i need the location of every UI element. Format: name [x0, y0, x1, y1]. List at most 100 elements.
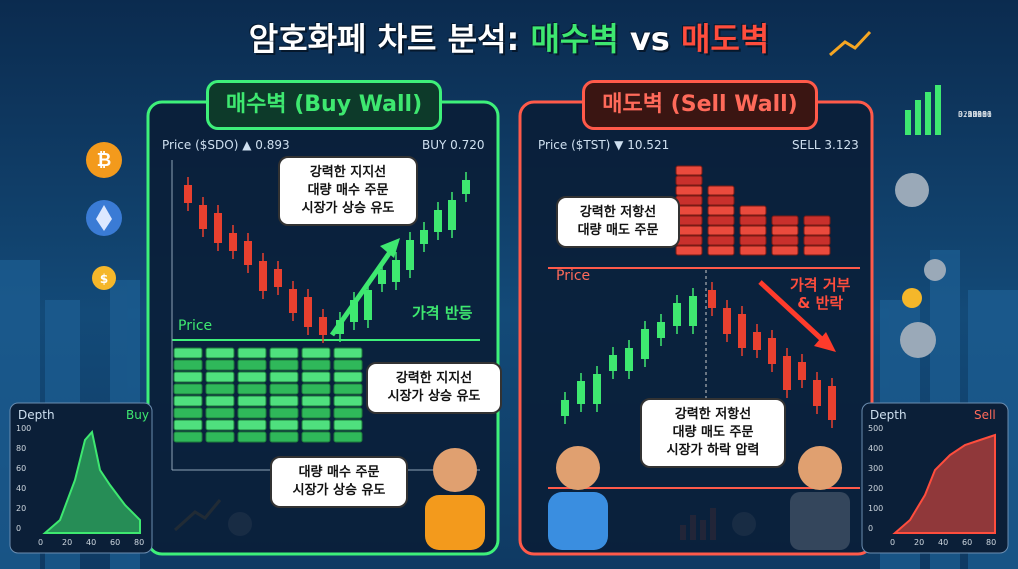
x-tick-label: 0	[38, 538, 44, 547]
cash	[739, 245, 767, 256]
title: 암호화페 차트 분석: 매수벽 vs 매도벽	[0, 14, 1018, 60]
cash	[707, 195, 735, 206]
svg-text:₿: ₿	[97, 150, 112, 171]
cash	[301, 431, 331, 443]
cash	[739, 225, 767, 236]
candle	[274, 269, 282, 287]
text: 시장가 상승 유도	[292, 483, 386, 498]
cash	[675, 185, 703, 196]
cash	[771, 235, 799, 246]
cash	[205, 419, 235, 431]
svg-text:$: $	[100, 272, 108, 286]
text: 대량 매수 주문	[298, 465, 380, 480]
cash	[205, 359, 235, 371]
candle	[184, 185, 192, 203]
candle	[420, 230, 428, 244]
buy-depth-title: Depth	[18, 408, 55, 422]
cash	[333, 383, 363, 395]
cash	[173, 407, 203, 419]
text: 가격 거부	[790, 276, 851, 294]
candle	[304, 297, 312, 327]
cash	[803, 245, 831, 256]
text: 강력한 지지선	[395, 371, 473, 386]
cash	[333, 407, 363, 419]
candle	[244, 241, 252, 265]
cash	[333, 371, 363, 383]
cash	[237, 395, 267, 407]
cash	[173, 395, 203, 407]
y-tick-label: 400	[868, 444, 884, 453]
cash	[205, 347, 235, 359]
ticker-value: 3:10001	[958, 110, 992, 119]
text: 시장가 상승 유도	[387, 389, 481, 404]
cash	[205, 371, 235, 383]
cash	[707, 235, 735, 246]
sell-price-label: Price ($TST) ▼ 10.521	[538, 138, 670, 152]
x-tick-label: 20	[62, 538, 73, 547]
cash	[205, 407, 235, 419]
ticker-value: 0.5698	[958, 110, 987, 119]
cash	[301, 359, 331, 371]
candle	[657, 322, 665, 338]
cash	[205, 395, 235, 407]
cash	[803, 225, 831, 236]
cash	[771, 245, 799, 256]
cash	[771, 225, 799, 236]
cash	[707, 205, 735, 216]
cash	[707, 215, 735, 226]
sell-depth-side: Sell	[974, 408, 996, 422]
text: 강력한 지지선	[309, 165, 387, 180]
rejection-label: 가격 거부 & 반락	[790, 276, 850, 312]
y-tick-label: 500	[868, 424, 884, 433]
y-tick-label: 40	[16, 484, 27, 493]
ticker-value: 0.5H010	[958, 110, 992, 119]
y-tick-label: 200	[868, 484, 884, 493]
candle	[392, 260, 400, 282]
title-buy: 매수벽	[530, 20, 619, 58]
candle	[625, 348, 633, 371]
cash	[269, 359, 299, 371]
cash	[269, 419, 299, 431]
y-tick-label: 100	[868, 504, 884, 513]
cash	[173, 431, 203, 443]
cash	[269, 395, 299, 407]
candle	[448, 200, 456, 230]
candle	[813, 380, 821, 406]
sell-depth-title: Depth	[870, 408, 907, 422]
cash	[173, 359, 203, 371]
title-vs: vs	[629, 20, 670, 58]
text: 강력한 저항선	[579, 205, 657, 220]
y-tick-label: 100	[16, 424, 32, 433]
candle	[673, 303, 681, 326]
x-tick-label: 60	[110, 538, 121, 547]
sell-title: 매도벽 (Sell Wall)	[582, 80, 818, 130]
x-tick-label: 80	[986, 538, 997, 547]
candle	[319, 317, 327, 335]
cash	[739, 205, 767, 216]
title-prefix: 암호화페 차트 분석:	[248, 20, 520, 58]
text: 시장가 상승 유도	[301, 201, 395, 216]
cash	[333, 395, 363, 407]
coins: ₿ $	[86, 142, 922, 308]
y-tick-label: 60	[16, 464, 27, 473]
y-tick-label: 80	[16, 444, 27, 453]
cash	[237, 383, 267, 395]
cash	[173, 383, 203, 395]
cash	[707, 225, 735, 236]
title-sell: 매도벽	[680, 20, 770, 58]
cash	[301, 383, 331, 395]
cash	[269, 431, 299, 443]
candle	[689, 296, 697, 326]
sell-bubble-2: 강력한 저항선 대량 매도 주문 시장가 하락 압력	[640, 398, 786, 468]
x-tick-label: 40	[938, 538, 949, 547]
cash	[739, 215, 767, 226]
candle	[768, 338, 776, 364]
cash	[301, 347, 331, 359]
candle	[289, 289, 297, 313]
sell-bubble-1: 강력한 저항선 대량 매도 주문	[556, 196, 680, 248]
cash	[205, 383, 235, 395]
text: & 반락	[797, 294, 844, 312]
ticker-value: 0.20156	[958, 110, 992, 119]
